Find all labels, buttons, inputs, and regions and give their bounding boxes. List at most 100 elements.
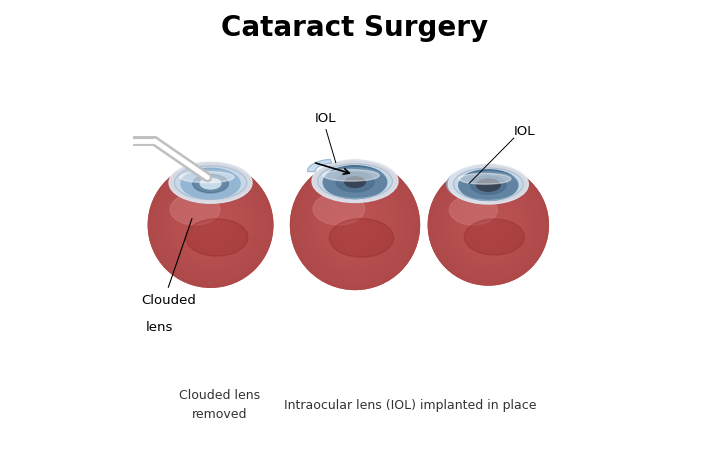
Ellipse shape — [323, 170, 379, 181]
Ellipse shape — [456, 171, 520, 200]
Ellipse shape — [173, 188, 248, 262]
Ellipse shape — [340, 210, 370, 240]
Ellipse shape — [310, 180, 400, 270]
Ellipse shape — [438, 175, 538, 275]
Ellipse shape — [474, 211, 503, 239]
Ellipse shape — [464, 219, 524, 255]
Ellipse shape — [187, 202, 234, 248]
Ellipse shape — [301, 171, 409, 279]
Ellipse shape — [202, 217, 219, 233]
Ellipse shape — [454, 168, 523, 200]
Ellipse shape — [346, 216, 364, 234]
Ellipse shape — [428, 165, 548, 285]
Ellipse shape — [481, 217, 496, 233]
Polygon shape — [307, 160, 332, 171]
Ellipse shape — [459, 173, 511, 184]
Ellipse shape — [163, 177, 258, 273]
Ellipse shape — [440, 177, 536, 273]
Ellipse shape — [459, 170, 518, 200]
Ellipse shape — [471, 176, 506, 194]
Ellipse shape — [175, 190, 246, 260]
Ellipse shape — [190, 204, 231, 246]
Ellipse shape — [344, 214, 366, 236]
Ellipse shape — [204, 219, 217, 231]
Ellipse shape — [178, 192, 244, 258]
Ellipse shape — [192, 207, 229, 243]
Ellipse shape — [449, 195, 497, 225]
Ellipse shape — [186, 200, 236, 250]
Ellipse shape — [157, 171, 265, 279]
Ellipse shape — [170, 194, 220, 225]
Ellipse shape — [319, 189, 391, 261]
Ellipse shape — [346, 178, 364, 187]
Ellipse shape — [175, 166, 246, 199]
Text: Clouded: Clouded — [142, 294, 197, 307]
Ellipse shape — [196, 211, 225, 239]
Ellipse shape — [194, 208, 227, 242]
Ellipse shape — [457, 193, 520, 257]
Ellipse shape — [180, 194, 241, 256]
Ellipse shape — [315, 184, 395, 266]
Ellipse shape — [332, 201, 378, 249]
Ellipse shape — [486, 223, 491, 227]
Ellipse shape — [482, 219, 494, 231]
Ellipse shape — [462, 199, 514, 251]
Ellipse shape — [334, 203, 376, 247]
Ellipse shape — [442, 179, 535, 271]
Ellipse shape — [305, 176, 405, 274]
Ellipse shape — [447, 183, 530, 267]
Ellipse shape — [193, 175, 229, 193]
Text: Intraocular lens (IOL) implanted in place: Intraocular lens (IOL) implanted in plac… — [284, 399, 537, 411]
Ellipse shape — [448, 185, 528, 265]
Ellipse shape — [307, 178, 403, 272]
Ellipse shape — [432, 169, 545, 281]
Ellipse shape — [151, 165, 271, 285]
Ellipse shape — [338, 208, 372, 242]
Ellipse shape — [428, 165, 548, 285]
Ellipse shape — [464, 201, 513, 249]
Ellipse shape — [484, 221, 492, 229]
Ellipse shape — [153, 167, 268, 283]
Ellipse shape — [312, 160, 398, 202]
Ellipse shape — [200, 215, 221, 235]
Text: lens: lens — [146, 321, 173, 334]
Ellipse shape — [323, 193, 387, 257]
Ellipse shape — [290, 161, 420, 289]
Ellipse shape — [459, 195, 518, 255]
Ellipse shape — [299, 169, 411, 281]
Ellipse shape — [327, 197, 383, 253]
Ellipse shape — [207, 221, 214, 229]
Ellipse shape — [169, 184, 252, 266]
Ellipse shape — [321, 191, 389, 259]
Ellipse shape — [312, 182, 398, 268]
Text: IOL: IOL — [514, 125, 535, 138]
Ellipse shape — [148, 163, 273, 287]
Ellipse shape — [470, 207, 506, 243]
Ellipse shape — [148, 163, 273, 287]
Ellipse shape — [476, 179, 500, 191]
Ellipse shape — [336, 172, 374, 192]
Ellipse shape — [320, 168, 390, 198]
Ellipse shape — [472, 209, 504, 241]
Ellipse shape — [182, 196, 239, 254]
Ellipse shape — [447, 167, 520, 201]
Ellipse shape — [469, 205, 508, 245]
Ellipse shape — [159, 173, 263, 277]
Ellipse shape — [200, 178, 221, 189]
Ellipse shape — [325, 195, 385, 255]
Ellipse shape — [184, 198, 238, 252]
Ellipse shape — [293, 163, 417, 287]
Text: IOL: IOL — [315, 112, 337, 125]
Ellipse shape — [323, 166, 387, 198]
Ellipse shape — [444, 181, 532, 269]
Ellipse shape — [329, 219, 393, 257]
Ellipse shape — [349, 219, 361, 231]
Ellipse shape — [186, 219, 248, 256]
Text: Cataract Surgery: Cataract Surgery — [222, 14, 488, 42]
Ellipse shape — [452, 189, 524, 261]
Ellipse shape — [297, 167, 413, 283]
Ellipse shape — [466, 203, 510, 247]
Ellipse shape — [317, 186, 393, 264]
Ellipse shape — [345, 177, 365, 187]
Ellipse shape — [313, 193, 365, 225]
